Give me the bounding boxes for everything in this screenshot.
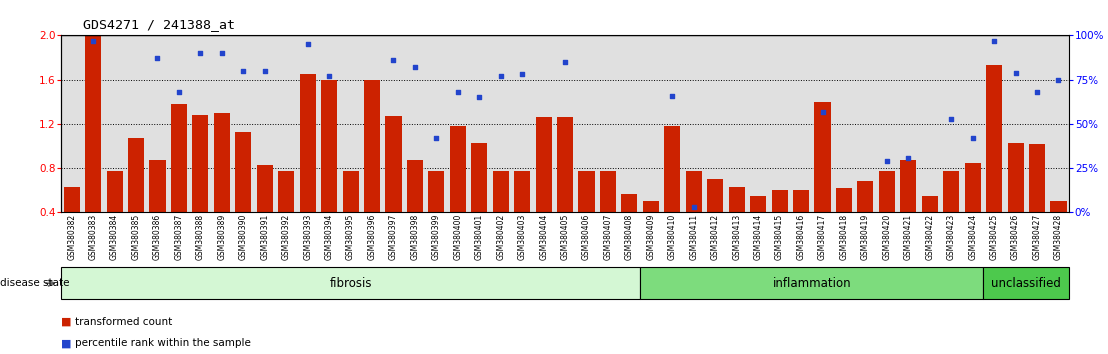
Point [471, 95, 489, 100]
Point [900, 155, 917, 160]
Bar [771, 190, 788, 212]
Text: fibrosis: fibrosis [329, 277, 372, 290]
Point [813, 109, 831, 114]
Bar [986, 65, 1002, 212]
Point [84, 38, 102, 44]
Bar [342, 171, 359, 212]
Point [664, 93, 681, 98]
Bar [150, 160, 165, 212]
Bar [1029, 144, 1045, 212]
Bar [106, 171, 123, 212]
Bar [665, 126, 680, 212]
Text: GDS4271 / 241388_at: GDS4271 / 241388_at [83, 18, 235, 31]
Text: disease state: disease state [0, 278, 70, 288]
Text: inflammation: inflammation [772, 277, 851, 290]
Bar [922, 196, 937, 212]
Point [943, 116, 961, 121]
Bar [386, 116, 401, 212]
Bar [493, 171, 509, 212]
Bar [686, 171, 701, 212]
Bar [278, 171, 295, 212]
Point [384, 57, 402, 63]
Bar [750, 196, 767, 212]
Bar [363, 80, 380, 212]
Bar [63, 187, 80, 212]
Point [513, 72, 531, 77]
Point [406, 64, 423, 70]
Point [685, 204, 702, 210]
Text: percentile rank within the sample: percentile rank within the sample [75, 338, 252, 348]
Bar [943, 171, 960, 212]
Bar [214, 113, 229, 212]
Point [256, 68, 274, 74]
Bar [129, 138, 144, 212]
Point [299, 41, 317, 47]
Point [985, 38, 1003, 44]
Bar [901, 160, 916, 212]
Bar [793, 190, 809, 212]
Point [878, 158, 895, 164]
Point [170, 89, 187, 95]
Point [1049, 77, 1067, 82]
Bar [643, 201, 659, 212]
Bar [299, 74, 316, 212]
Point [492, 73, 510, 79]
Point [1007, 70, 1025, 75]
Text: ■: ■ [61, 338, 71, 348]
Text: transformed count: transformed count [75, 317, 173, 327]
Point [192, 50, 209, 56]
Point [235, 68, 253, 74]
Point [964, 135, 982, 141]
Bar [557, 117, 573, 212]
Bar [965, 162, 981, 212]
Bar [235, 132, 252, 212]
Bar [407, 160, 423, 212]
Bar [321, 80, 337, 212]
Bar [1050, 201, 1067, 212]
Point [1028, 89, 1046, 95]
Point [148, 56, 166, 61]
Bar [814, 102, 831, 212]
Bar [858, 181, 873, 212]
Bar [257, 165, 273, 212]
Bar [622, 194, 637, 212]
Bar [450, 126, 465, 212]
Bar [835, 188, 852, 212]
Bar [599, 171, 616, 212]
Bar [578, 171, 595, 212]
Bar [729, 187, 745, 212]
Point [556, 59, 574, 65]
Bar [707, 179, 724, 212]
Bar [171, 104, 187, 212]
Point [428, 135, 445, 141]
Bar [1007, 143, 1024, 212]
Bar [193, 115, 208, 212]
Bar [429, 171, 444, 212]
Text: ■: ■ [61, 317, 71, 327]
Bar [514, 171, 531, 212]
Bar [879, 171, 895, 212]
Point [320, 73, 338, 79]
Bar [85, 35, 101, 212]
Point [213, 50, 230, 56]
Bar [471, 143, 488, 212]
Point [449, 89, 466, 95]
Bar [535, 117, 552, 212]
Text: unclassified: unclassified [992, 277, 1061, 290]
